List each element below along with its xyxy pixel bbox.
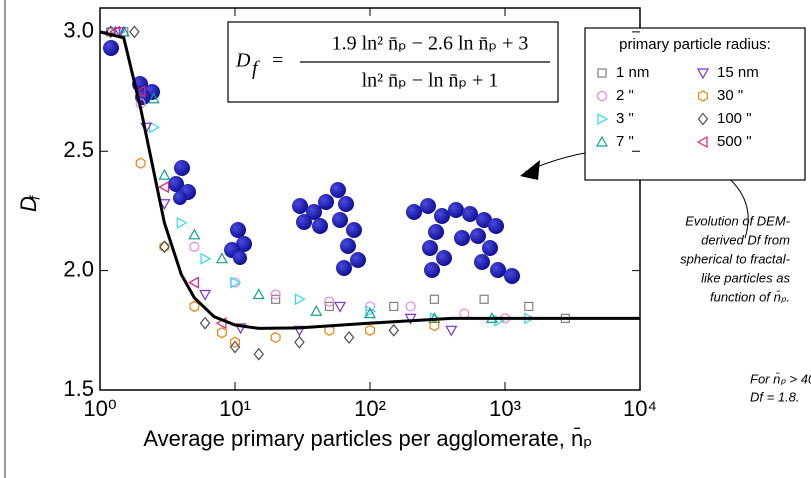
formula-lhs: D (235, 50, 251, 72)
x-tick-label: 10³ (489, 396, 521, 421)
marker (252, 288, 265, 300)
marker (324, 301, 334, 312)
arrow-head (520, 160, 540, 180)
marker (334, 301, 347, 313)
marker (429, 294, 440, 304)
marker (404, 313, 417, 325)
legend-box (584, 27, 806, 181)
x-tick-label: 10⁴ (623, 396, 657, 421)
y-tick-label: 2.5 (63, 137, 94, 162)
marker (216, 327, 227, 339)
marker (524, 301, 534, 312)
marker (159, 241, 170, 253)
annotation-line: Evolution of DEM- (685, 213, 790, 228)
marker (698, 90, 708, 102)
legend-label: 2 " (616, 87, 634, 104)
marker (696, 135, 708, 149)
y-axis-label: D (16, 196, 41, 212)
legend-label: 3 " (616, 110, 634, 127)
marker (135, 157, 146, 169)
marker (234, 323, 247, 335)
marker (294, 293, 306, 306)
note-line: Df = 1.8. (750, 389, 800, 404)
formula-denominator: ln² n̄ₚ − ln n̄ₚ + 1 (362, 70, 499, 92)
marker (696, 68, 710, 80)
marker (158, 168, 171, 180)
x-tick-label: 10⁰ (83, 396, 116, 421)
marker (129, 25, 140, 39)
marker (188, 228, 201, 240)
formula-lhs-sub: f (252, 58, 260, 80)
annotation-line: like particles as (701, 270, 790, 285)
marker (134, 85, 146, 98)
marker (199, 289, 212, 301)
marker (147, 92, 160, 104)
marker (230, 276, 242, 289)
legend-title: primary particle radius: (619, 36, 771, 53)
marker (270, 289, 281, 300)
marker (596, 90, 608, 102)
marker (324, 324, 335, 337)
marker (271, 294, 281, 304)
marker (159, 240, 170, 254)
marker (479, 294, 489, 304)
marks (99, 25, 640, 361)
marker (215, 252, 228, 264)
fit-curve (99, 30, 640, 330)
marker (405, 301, 416, 312)
marker (253, 347, 265, 361)
marker (294, 335, 305, 349)
marker (697, 112, 709, 126)
marker (176, 216, 188, 229)
marker (293, 325, 306, 337)
formula-equals: = (272, 50, 283, 72)
annotation-line: spherical to fractal- (680, 251, 790, 266)
y-axis-label-sub: f (27, 194, 43, 200)
marker (597, 68, 607, 78)
y-tick-label: 3.0 (63, 18, 94, 43)
legend-label: 30 " (717, 87, 743, 104)
annotation-line: function of n̄ₚ. (710, 289, 790, 304)
marker (158, 181, 170, 194)
marker (199, 316, 211, 330)
note-line: For n̄ₚ > 400 (750, 371, 811, 386)
marker (230, 336, 240, 348)
x-axis-label: Average primary particles per agglomerat… (143, 426, 592, 451)
marker (388, 323, 400, 337)
legend-label: 15 nm (717, 64, 759, 81)
marker (445, 325, 458, 337)
marker (189, 300, 200, 313)
marker (389, 301, 399, 312)
marker (343, 331, 355, 344)
legend-label: 500 " (717, 133, 752, 150)
marker (595, 135, 609, 147)
marker (200, 252, 212, 265)
legend-label: 7 " (616, 133, 634, 150)
marker (365, 324, 375, 337)
formula-numerator: 1.9 ln² n̄ₚ − 2.6 ln n̄ₚ + 3 (332, 33, 529, 55)
marker (324, 296, 335, 307)
marker (229, 340, 241, 354)
marker (429, 319, 440, 332)
marker (363, 307, 377, 319)
legend-label: 1 nm (616, 64, 649, 81)
marker (188, 276, 199, 289)
x-tick-label: 10² (354, 396, 386, 421)
marker (189, 241, 200, 252)
x-tick-label: 10¹ (219, 396, 251, 421)
marker (117, 25, 130, 37)
y-tick-label: 1.5 (63, 376, 94, 401)
annotation-line: derived Df from (701, 232, 790, 247)
marker (149, 121, 160, 134)
y-tick-label: 2.0 (63, 256, 94, 281)
marker (310, 304, 323, 316)
marker (597, 112, 609, 126)
marker (270, 331, 281, 344)
agglomerate-illustrations (103, 40, 520, 284)
marker (459, 308, 470, 319)
legend-label: 100 " (717, 110, 752, 127)
